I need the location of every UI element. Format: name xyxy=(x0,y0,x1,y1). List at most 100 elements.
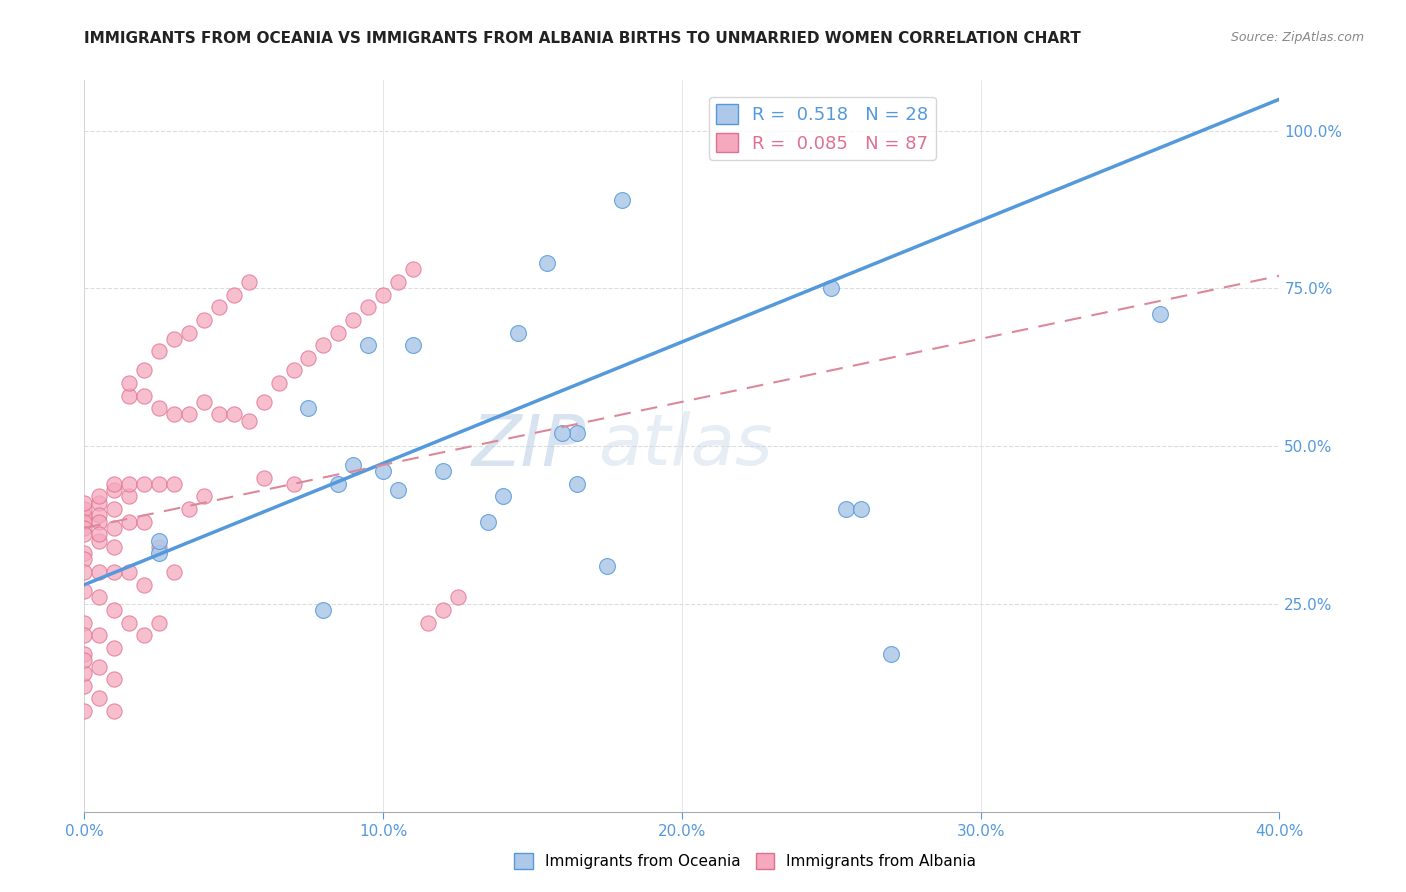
Point xyxy=(148,615,170,630)
Point xyxy=(238,275,260,289)
Point xyxy=(73,521,96,535)
Point xyxy=(238,414,260,428)
Point xyxy=(551,426,574,441)
Point xyxy=(73,502,96,516)
Point xyxy=(103,483,125,497)
Point xyxy=(506,326,529,340)
Point xyxy=(567,426,589,441)
Point xyxy=(208,300,231,314)
Text: ZIP: ZIP xyxy=(472,411,586,481)
Point xyxy=(103,502,125,516)
Point xyxy=(103,640,125,655)
Point xyxy=(148,476,170,491)
Point xyxy=(89,527,111,541)
Point xyxy=(73,679,96,693)
Point xyxy=(312,603,335,617)
Point xyxy=(477,515,499,529)
Point xyxy=(132,628,156,642)
Point xyxy=(73,704,96,718)
Point xyxy=(267,376,290,390)
Point xyxy=(402,262,425,277)
Point xyxy=(612,193,634,207)
Point xyxy=(89,565,111,579)
Point xyxy=(447,591,470,605)
Point xyxy=(193,313,215,327)
Point xyxy=(387,483,409,497)
Point xyxy=(73,508,96,523)
Point xyxy=(89,515,111,529)
Point xyxy=(103,673,125,687)
Point xyxy=(432,464,454,478)
Point xyxy=(73,665,96,680)
Point xyxy=(163,408,186,422)
Point xyxy=(163,476,186,491)
Point xyxy=(342,458,364,472)
Point xyxy=(89,691,111,706)
Text: IMMIGRANTS FROM OCEANIA VS IMMIGRANTS FROM ALBANIA BIRTHS TO UNMARRIED WOMEN COR: IMMIGRANTS FROM OCEANIA VS IMMIGRANTS FR… xyxy=(84,31,1081,46)
Point xyxy=(328,476,350,491)
Legend: R =  0.518   N = 28, R =  0.085   N = 87: R = 0.518 N = 28, R = 0.085 N = 87 xyxy=(709,96,936,160)
Point xyxy=(89,533,111,548)
Point xyxy=(89,490,111,504)
Point xyxy=(89,591,111,605)
Point xyxy=(342,313,364,327)
Point xyxy=(253,470,276,484)
Point xyxy=(357,338,380,352)
Point xyxy=(73,653,96,667)
Point xyxy=(283,476,305,491)
Point xyxy=(373,464,395,478)
Point xyxy=(118,376,141,390)
Point xyxy=(73,515,96,529)
Point xyxy=(567,476,589,491)
Text: Source: ZipAtlas.com: Source: ZipAtlas.com xyxy=(1230,31,1364,45)
Point xyxy=(73,552,96,566)
Point xyxy=(835,502,858,516)
Point xyxy=(148,401,170,416)
Legend: Immigrants from Oceania, Immigrants from Albania: Immigrants from Oceania, Immigrants from… xyxy=(508,847,983,875)
Point xyxy=(253,395,276,409)
Point xyxy=(357,300,380,314)
Point xyxy=(148,344,170,359)
Point xyxy=(297,351,319,365)
Point xyxy=(328,326,350,340)
Point xyxy=(387,275,409,289)
Point xyxy=(177,408,200,422)
Point xyxy=(148,546,170,560)
Text: atlas: atlas xyxy=(599,411,773,481)
Point xyxy=(880,647,903,661)
Point xyxy=(89,628,111,642)
Point xyxy=(312,338,335,352)
Point xyxy=(132,578,156,592)
Point xyxy=(163,332,186,346)
Point xyxy=(596,558,619,573)
Point xyxy=(103,565,125,579)
Point xyxy=(89,496,111,510)
Point xyxy=(222,287,245,301)
Point xyxy=(118,490,141,504)
Point xyxy=(73,496,96,510)
Point xyxy=(177,502,200,516)
Point xyxy=(132,388,156,402)
Point xyxy=(132,476,156,491)
Point xyxy=(73,615,96,630)
Point xyxy=(118,615,141,630)
Point xyxy=(222,408,245,422)
Point xyxy=(73,565,96,579)
Point xyxy=(193,490,215,504)
Point xyxy=(283,363,305,377)
Point xyxy=(177,326,200,340)
Point xyxy=(73,546,96,560)
Point xyxy=(103,704,125,718)
Point xyxy=(373,287,395,301)
Point xyxy=(820,281,842,295)
Point xyxy=(103,603,125,617)
Point xyxy=(148,540,170,554)
Point xyxy=(103,540,125,554)
Point xyxy=(73,527,96,541)
Point xyxy=(193,395,215,409)
Point xyxy=(73,628,96,642)
Point xyxy=(851,502,873,516)
Point xyxy=(402,338,425,352)
Point xyxy=(73,584,96,599)
Point xyxy=(163,565,186,579)
